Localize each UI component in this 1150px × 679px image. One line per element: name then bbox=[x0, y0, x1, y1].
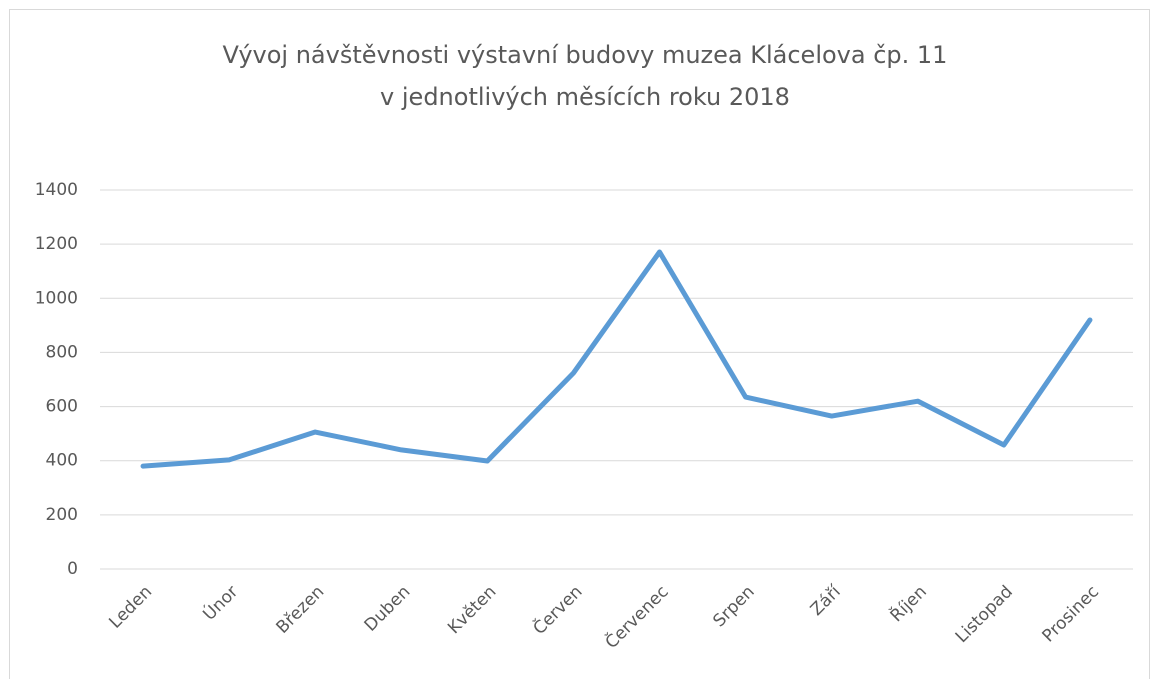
line-series bbox=[140, 249, 1093, 469]
chart-title: Vývoj návštěvnosti výstavní budovy muzea… bbox=[223, 41, 948, 69]
chart-frame bbox=[9, 9, 1150, 679]
y-tick-label: 0 bbox=[67, 559, 78, 579]
y-tick-label: 1400 bbox=[35, 180, 78, 200]
y-tick-label: 600 bbox=[46, 397, 78, 417]
y-tick-label: 400 bbox=[46, 451, 78, 471]
y-tick-label: 800 bbox=[46, 342, 78, 362]
chart-title: v jednotlivých měsících roku 2018 bbox=[380, 83, 790, 111]
y-tick-label: 1200 bbox=[35, 234, 78, 254]
y-tick-label: 1000 bbox=[35, 288, 78, 308]
y-tick-label: 200 bbox=[46, 505, 78, 525]
